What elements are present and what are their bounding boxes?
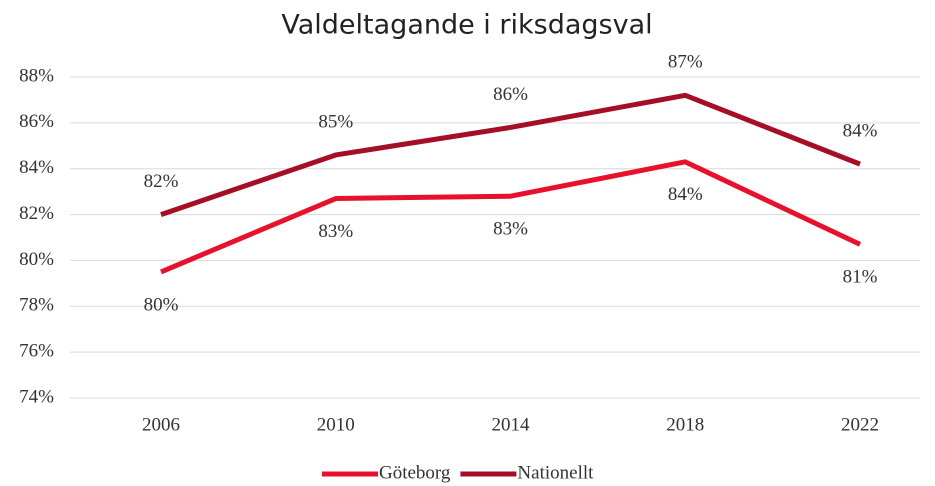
y-tick-label: 80%	[19, 249, 54, 270]
series-line	[160, 92, 861, 217]
legend-label: Nationellt	[517, 462, 594, 483]
data-label: 82%	[144, 171, 179, 192]
x-tick-label: 2022	[841, 414, 879, 435]
data-label: 83%	[318, 221, 353, 242]
y-tick-label: 84%	[19, 157, 54, 178]
y-tick-label: 74%	[19, 386, 54, 407]
data-label: 84%	[668, 184, 703, 205]
data-label: 86%	[493, 84, 528, 105]
data-label: 85%	[318, 111, 353, 132]
x-tick-label: 2010	[317, 414, 355, 435]
x-tick-label: 2006	[142, 414, 180, 435]
legend-label: Göteborg	[379, 462, 451, 483]
x-tick-label: 2014	[492, 414, 531, 435]
y-tick-label: 86%	[19, 111, 54, 132]
x-tick-label: 2018	[666, 414, 704, 435]
y-tick-label: 76%	[19, 341, 54, 362]
data-label: 83%	[493, 219, 528, 240]
data-label: 81%	[843, 267, 878, 288]
data-label: 84%	[843, 120, 878, 141]
chart-title: Valdeltagande i riksdagsval	[281, 10, 652, 41]
y-tick-label: 78%	[19, 295, 54, 316]
data-label: 87%	[668, 52, 703, 73]
y-tick-label: 82%	[19, 203, 54, 224]
data-label: 80%	[144, 294, 179, 315]
y-tick-label: 88%	[19, 65, 54, 86]
series-line	[160, 159, 862, 275]
